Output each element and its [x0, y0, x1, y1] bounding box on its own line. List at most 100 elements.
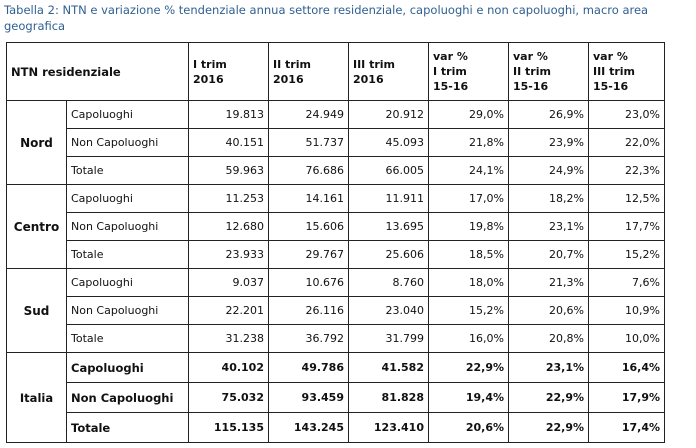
value-cell: 11.911 [348, 184, 429, 213]
value-cell: 22.201 [188, 296, 269, 325]
pct-cell: 21,8% [428, 128, 509, 157]
pct-cell: 20,6% [428, 412, 509, 443]
value-cell: 45.093 [348, 128, 429, 157]
pct-cell: 22,0% [588, 128, 665, 157]
pct-cell: 12,5% [588, 184, 665, 213]
value-cell: 31.799 [348, 324, 429, 353]
pct-cell: 16,4% [588, 352, 665, 383]
value-cell: 20.912 [348, 100, 429, 129]
value-cell: 40.102 [188, 352, 269, 383]
value-cell: 59.963 [188, 156, 269, 185]
col-header-line: I trim [433, 65, 467, 78]
value-cell: 29.767 [268, 240, 349, 269]
pct-cell: 22,9% [508, 412, 589, 443]
pct-cell: 16,0% [428, 324, 509, 353]
value-cell: 12.680 [188, 212, 269, 241]
col-header-line: 15-16 [513, 80, 549, 93]
col-header-ii-trim-2016: II trim 2016 [268, 42, 349, 101]
pct-cell: 18,5% [428, 240, 509, 269]
table-row: Nord Capoluoghi 19.813 24.949 20.912 29,… [6, 100, 665, 185]
col-header-line: 2016 [273, 72, 304, 86]
col-header-var-ii-trim: var % II trim 15-16 [508, 42, 589, 101]
value-cell: 14.161 [268, 184, 349, 213]
value-cell: 13.695 [348, 212, 429, 241]
pct-cell: 20,8% [508, 324, 589, 353]
value-cell: 75.032 [188, 382, 269, 413]
value-cell: 9.037 [188, 268, 269, 297]
pct-cell: 18,2% [508, 184, 589, 213]
pct-cell: 10,0% [588, 324, 665, 353]
pct-cell: 10,9% [588, 296, 665, 325]
col-header-line: var % [433, 50, 468, 63]
value-cell: 23.040 [348, 296, 429, 325]
row-label: Non Capoluoghi [66, 296, 189, 325]
col-header-line: var % [593, 50, 628, 63]
value-cell: 76.686 [268, 156, 349, 185]
table-row: Non Capoluoghi 75.032 93.459 81.828 19,4… [7, 382, 665, 413]
pct-cell: 17,4% [588, 412, 665, 443]
pct-cell: 17,9% [588, 382, 665, 413]
pct-cell: 23,1% [508, 352, 589, 383]
col-header-line: 15-16 [593, 80, 629, 93]
pct-cell: 22,9% [428, 352, 509, 383]
value-cell: 115.135 [188, 412, 269, 443]
pct-cell: 23,0% [588, 100, 665, 129]
row-label: Totale [66, 412, 189, 443]
col-header-line: II trim [513, 65, 551, 78]
col-header-line: 2016 [193, 72, 224, 86]
value-cell: 24.949 [268, 100, 349, 129]
row-label: Totale [66, 240, 189, 269]
table-row: Totale 23.933 29.767 25.606 18,5% 20,7% … [7, 240, 665, 269]
value-cell: 123.410 [348, 412, 429, 443]
table-row: Italia Capoluoghi 40.102 49.786 41.582 2… [6, 352, 665, 443]
row-label: Capoluoghi [66, 268, 189, 297]
value-cell: 23.933 [188, 240, 269, 269]
area-cell-nord: Nord [6, 100, 67, 185]
value-cell: 36.792 [268, 324, 349, 353]
col-header-i-trim-2016: I trim 2016 [188, 42, 269, 101]
pct-cell: 22,3% [588, 156, 665, 185]
value-cell: 143.245 [268, 412, 349, 443]
row-label: Capoluoghi [66, 184, 189, 213]
table-row: Non Capoluoghi 22.201 26.116 23.040 15,2… [7, 296, 665, 325]
pct-cell: 17,7% [588, 212, 665, 241]
col-header-line: II trim [273, 57, 311, 71]
pct-cell: 24,1% [428, 156, 509, 185]
row-label: Non Capoluoghi [66, 212, 189, 241]
table-row: Totale 115.135 143.245 123.410 20,6% 22,… [7, 412, 665, 443]
value-cell: 81.828 [348, 382, 429, 413]
pct-cell: 24,9% [508, 156, 589, 185]
row-label: Non Capoluoghi [66, 382, 189, 413]
value-cell: 41.582 [348, 352, 429, 383]
value-cell: 40.151 [188, 128, 269, 157]
pct-cell: 23,1% [508, 212, 589, 241]
col-header-line: III trim [353, 57, 396, 71]
row-label: Totale [66, 156, 189, 185]
ntn-table: NTN residenziale I trim 2016 II trim 201… [6, 42, 665, 443]
pct-cell: 23,9% [508, 128, 589, 157]
row-label: Capoluoghi [66, 352, 189, 383]
pct-cell: 29,0% [428, 100, 509, 129]
value-cell: 8.760 [348, 268, 429, 297]
area-cell-italia: Italia [6, 352, 67, 443]
table-row: Non Capoluoghi 12.680 15.606 13.695 19,8… [7, 212, 665, 241]
value-cell: 15.606 [268, 212, 349, 241]
value-cell: 19.813 [188, 100, 269, 129]
header-row: NTN residenziale I trim 2016 II trim 201… [6, 42, 665, 101]
value-cell: 26.116 [268, 296, 349, 325]
table-row: Totale 59.963 76.686 66.005 24,1% 24,9% … [7, 156, 665, 185]
pct-cell: 17,0% [428, 184, 509, 213]
pct-cell: 19,8% [428, 212, 509, 241]
area-cell-sud: Sud [6, 268, 67, 353]
value-cell: 10.676 [268, 268, 349, 297]
col-header-line: III trim [593, 65, 636, 78]
table-caption: Tabella 2: NTN e variazione % tendenzial… [4, 3, 649, 33]
corner-header: NTN residenziale [6, 42, 189, 101]
value-cell: 93.459 [268, 382, 349, 413]
value-cell: 31.238 [188, 324, 269, 353]
pct-cell: 18,0% [428, 268, 509, 297]
col-header-line: 15-16 [433, 80, 469, 93]
value-cell: 25.606 [348, 240, 429, 269]
col-header-iii-trim-2016: III trim 2016 [348, 42, 429, 101]
table-row: Totale 31.238 36.792 31.799 16,0% 20,8% … [7, 324, 665, 353]
